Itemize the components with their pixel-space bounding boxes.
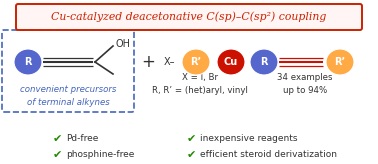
Text: ✔: ✔ [53,150,62,160]
Text: Pd-free: Pd-free [66,134,99,143]
Ellipse shape [217,49,245,75]
Text: R’: R’ [191,57,201,67]
Text: X–: X– [164,57,175,67]
Text: R’: R’ [335,57,345,67]
Text: efficient steroid derivatization: efficient steroid derivatization [200,151,337,159]
Text: 34 examples
up to 94%: 34 examples up to 94% [277,73,333,95]
Text: phosphine-free: phosphine-free [66,151,135,159]
Text: R: R [260,57,268,67]
Text: R: R [24,57,32,67]
Text: OH: OH [115,39,130,49]
Text: ✔: ✔ [53,134,62,144]
Text: ✔: ✔ [187,134,196,144]
FancyBboxPatch shape [16,4,362,30]
Text: Cu-catalyzed deacetonative C(sp)–C(sp²) coupling: Cu-catalyzed deacetonative C(sp)–C(sp²) … [51,12,327,22]
Ellipse shape [250,49,278,75]
Ellipse shape [14,49,42,75]
Ellipse shape [182,49,210,75]
Text: convenient precursors
of terminal alkynes: convenient precursors of terminal alkyne… [20,85,116,107]
Text: +: + [141,53,155,71]
Text: ✔: ✔ [187,150,196,160]
Ellipse shape [326,49,354,75]
Text: Cu: Cu [224,57,238,67]
Text: inexpensive reagents: inexpensive reagents [200,134,298,143]
Text: X = I, Br
R, R’ = (het)aryl, vinyl: X = I, Br R, R’ = (het)aryl, vinyl [152,73,248,95]
